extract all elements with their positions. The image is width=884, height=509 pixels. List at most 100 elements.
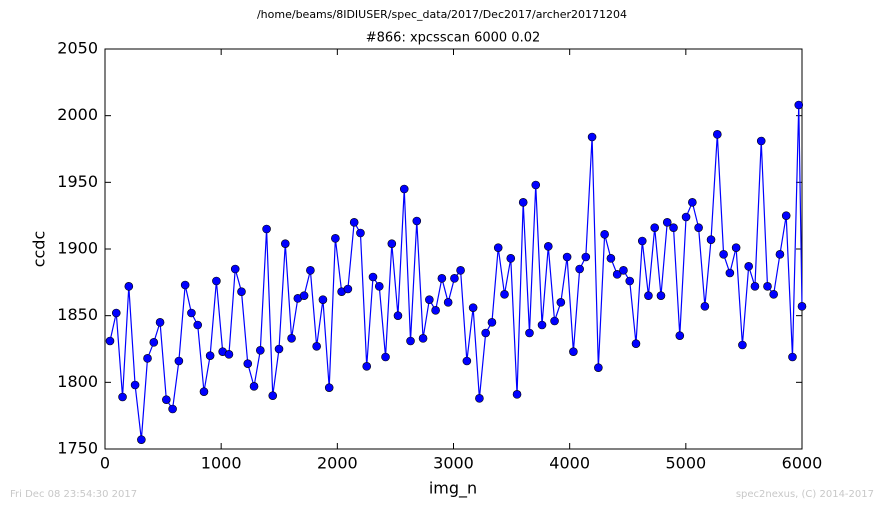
data-point — [224, 350, 234, 359]
data-point — [688, 198, 697, 207]
x-axis-label: img_n — [429, 479, 477, 499]
data-point — [719, 250, 728, 259]
data-point — [637, 236, 647, 246]
data-point — [349, 218, 359, 227]
data-point — [280, 239, 290, 248]
data-point — [650, 223, 660, 232]
data-point — [769, 290, 778, 299]
data-point — [556, 298, 566, 307]
data-point — [606, 254, 616, 263]
data-point — [713, 130, 722, 139]
data-point — [118, 392, 127, 402]
x-tick-label: 1000 — [201, 454, 242, 473]
data-point — [387, 239, 397, 248]
data-point — [587, 132, 597, 142]
y-tick-label: 2050 — [57, 39, 98, 58]
data-point — [356, 228, 365, 238]
data-point — [425, 295, 434, 304]
y-tick-label: 1750 — [57, 439, 98, 458]
data-point — [399, 184, 409, 194]
data-point — [105, 336, 115, 346]
data-point — [174, 356, 184, 366]
data-point — [155, 318, 165, 327]
data-point — [500, 290, 509, 299]
data-point — [450, 274, 459, 283]
data-point — [437, 274, 447, 283]
data-point — [725, 268, 735, 278]
data-point — [612, 270, 622, 279]
data-point — [518, 198, 528, 207]
data-point — [763, 282, 772, 291]
data-point — [137, 435, 146, 444]
data-point — [731, 243, 741, 252]
data-point — [243, 359, 253, 368]
data-point — [249, 382, 259, 391]
data-point — [706, 235, 716, 244]
x-tick-label: 2000 — [317, 454, 358, 473]
data-point — [619, 266, 628, 275]
y-tick-label: 1900 — [57, 239, 98, 258]
y-tick-label: 2000 — [57, 105, 98, 124]
data-point — [506, 254, 516, 263]
data-point — [644, 291, 653, 300]
data-point — [475, 394, 484, 403]
data-point — [462, 356, 472, 366]
data-point — [631, 339, 641, 348]
data-point — [788, 352, 797, 362]
data-point — [431, 306, 440, 315]
data-line — [109, 104, 803, 440]
x-tick-label: 4000 — [549, 454, 590, 473]
data-point — [781, 211, 791, 220]
data-point — [700, 302, 710, 311]
x-tick-label: 5000 — [665, 454, 706, 473]
data-point — [362, 362, 372, 371]
data-point — [600, 230, 609, 239]
data-point — [268, 391, 278, 400]
data-point — [537, 320, 547, 330]
suptitle: /home/beams/8IDIUSER/spec_data/2017/Dec2… — [257, 8, 627, 21]
data-point — [794, 100, 804, 110]
data-point — [662, 218, 672, 227]
data-point — [230, 264, 240, 274]
data-point — [381, 352, 390, 362]
data-point — [669, 223, 678, 232]
data-point — [343, 284, 353, 294]
data-point — [543, 242, 553, 251]
y-tick-label: 1950 — [57, 172, 98, 191]
data-point — [756, 136, 766, 146]
data-point — [675, 331, 685, 340]
data-point — [212, 276, 221, 286]
data-point — [575, 264, 584, 274]
x-tick-label: 3000 — [433, 454, 474, 473]
data-point — [738, 340, 747, 350]
data-point — [193, 320, 203, 330]
data-point — [205, 351, 215, 360]
data-point — [775, 250, 785, 259]
x-tick-label: 6000 — [782, 454, 823, 473]
data-point — [443, 298, 453, 307]
data-point — [256, 346, 265, 355]
data-point — [681, 212, 691, 222]
data-point — [306, 266, 315, 275]
data-point — [468, 303, 478, 312]
data-point — [368, 272, 378, 282]
data-point — [562, 252, 572, 262]
data-point — [744, 262, 753, 271]
footer-left: Fri Dec 08 23:54:30 2017 — [10, 489, 137, 500]
data-point — [274, 344, 284, 354]
data-point — [149, 338, 159, 347]
data-point — [237, 287, 246, 296]
data-point — [187, 308, 196, 318]
data-point — [694, 223, 703, 232]
footer-right: spec2nexus, (C) 2014-2017 — [736, 489, 874, 500]
data-point — [180, 280, 190, 290]
data-point — [656, 291, 666, 300]
data-point — [512, 390, 522, 399]
data-point — [418, 334, 428, 343]
data-point — [481, 328, 490, 338]
y-axis-label: ccdc — [30, 231, 49, 268]
data-point — [312, 342, 321, 351]
data-point — [525, 328, 534, 338]
data-point — [456, 266, 465, 275]
